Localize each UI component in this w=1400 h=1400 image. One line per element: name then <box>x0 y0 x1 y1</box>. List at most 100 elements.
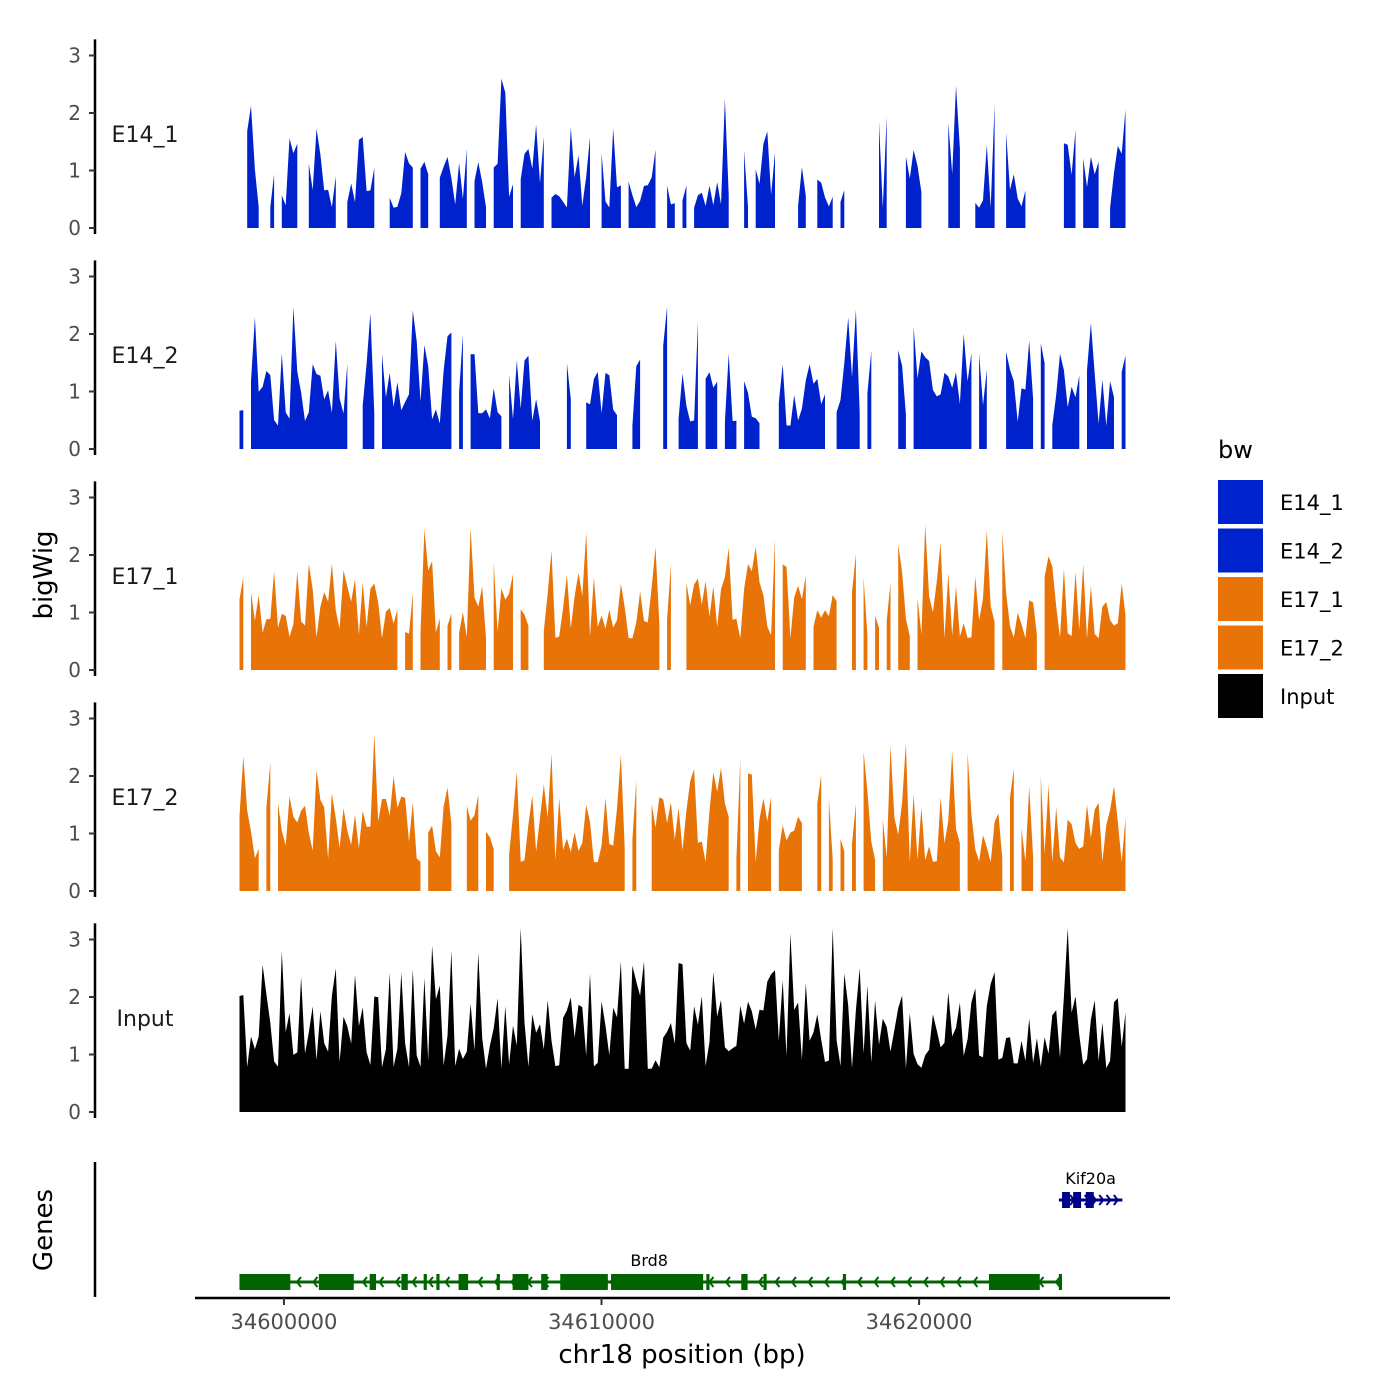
y-tick-label: 3 <box>68 44 81 68</box>
signal-area <box>251 563 398 670</box>
strand-chevron <box>889 1276 896 1288</box>
exon <box>436 1274 440 1290</box>
exon <box>541 1274 548 1290</box>
exon <box>423 1274 427 1290</box>
exon <box>611 1274 704 1290</box>
exon <box>842 1274 847 1290</box>
strand-chevron <box>757 1276 764 1288</box>
signal-area <box>266 762 271 891</box>
signal-area <box>509 355 540 449</box>
track-label: E14_1 <box>112 123 179 148</box>
signal-area <box>724 353 737 449</box>
signal-area <box>1083 156 1099 228</box>
signal-area <box>551 127 590 228</box>
y-tick-label: 2 <box>68 101 81 125</box>
track-e14-1: 0 1 2 3 E14_1 <box>68 39 1126 240</box>
signal-area <box>239 410 244 449</box>
signal-area <box>678 321 698 449</box>
signal-area <box>967 752 1003 891</box>
signal-area <box>694 98 729 228</box>
legend-swatch <box>1218 528 1263 573</box>
signal-area <box>879 116 887 228</box>
signal-area <box>778 816 802 891</box>
y-tick-label: 1 <box>68 380 81 404</box>
strand-chevron <box>906 1276 913 1288</box>
signal-area <box>975 104 995 228</box>
strand-chevron <box>411 1276 418 1288</box>
exon <box>1062 1192 1070 1208</box>
signal-area <box>362 313 375 449</box>
strand-chevron <box>427 1276 434 1288</box>
gene-label: Brd8 <box>630 1251 668 1270</box>
exon <box>706 1274 710 1290</box>
signal-area <box>566 363 571 449</box>
signal-area <box>1121 355 1126 449</box>
strand-chevron <box>394 1276 401 1288</box>
y-tick-label: 0 <box>68 879 81 903</box>
gene-brd8: Brd8 <box>239 1251 1063 1290</box>
signal-area <box>239 577 244 670</box>
y-tick-label: 3 <box>68 707 81 731</box>
signal-area <box>247 105 259 228</box>
signal-area <box>840 838 845 891</box>
signal-area <box>798 167 806 228</box>
signal-area <box>686 538 775 670</box>
signal-area <box>509 753 625 891</box>
strand-chevron <box>873 1276 880 1288</box>
signal-area <box>382 310 452 449</box>
signal-area <box>667 185 675 228</box>
x-tick-label: 34610000 <box>548 1310 655 1334</box>
strand-chevron <box>939 1276 946 1288</box>
signal-area <box>1087 323 1114 449</box>
y-tick-label: 3 <box>68 265 81 289</box>
exon <box>763 1274 767 1290</box>
signal-area <box>828 798 833 891</box>
signal-area <box>428 787 452 891</box>
signal-area <box>755 131 775 228</box>
x-axis-title: chr18 position (bp) <box>558 1340 805 1370</box>
signal-area <box>632 780 637 891</box>
signal-area <box>420 161 429 228</box>
track-label: E17_2 <box>112 786 179 811</box>
signal-area <box>1006 340 1034 449</box>
legend-swatch <box>1218 480 1263 524</box>
y-tick-label: 2 <box>68 764 81 788</box>
signal-area <box>447 613 452 670</box>
exon <box>560 1274 608 1290</box>
strand-chevron <box>724 1276 731 1288</box>
y-tick-label: 2 <box>68 985 81 1009</box>
strand-chevron <box>378 1276 385 1288</box>
signal-area <box>628 149 656 228</box>
signal-area <box>1021 786 1034 891</box>
signal-area <box>863 751 876 891</box>
y-axis-title: bigWig <box>29 530 59 619</box>
track-input: 0 1 2 3 Input <box>68 923 1126 1124</box>
signal-area <box>748 773 772 891</box>
signal-area <box>852 553 856 670</box>
signal-area <box>898 350 906 449</box>
gene-label: Kif20a <box>1065 1169 1116 1188</box>
signal-area <box>520 609 529 670</box>
signal-area <box>493 78 513 228</box>
exon <box>318 1274 354 1290</box>
strand-chevron <box>955 1276 962 1288</box>
legend-swatch <box>1218 577 1263 621</box>
strand-chevron <box>444 1276 451 1288</box>
signal-area <box>632 359 641 449</box>
signal-area <box>852 803 856 891</box>
legend-label: Input <box>1280 685 1334 709</box>
signal-area <box>782 564 806 670</box>
signal-area <box>813 595 837 670</box>
signal-area <box>886 582 891 670</box>
track-label: Input <box>117 1007 174 1032</box>
signal-area <box>405 592 413 670</box>
legend-label: E17_2 <box>1280 637 1344 662</box>
x-tick-label: 34600000 <box>230 1310 337 1334</box>
strand-chevron <box>922 1276 929 1288</box>
signal-area <box>651 767 729 891</box>
signal-area <box>601 128 621 228</box>
signal-area <box>863 577 868 670</box>
y-tick-label: 0 <box>68 658 81 682</box>
signal-area <box>682 185 687 228</box>
signal-area <box>459 528 486 670</box>
